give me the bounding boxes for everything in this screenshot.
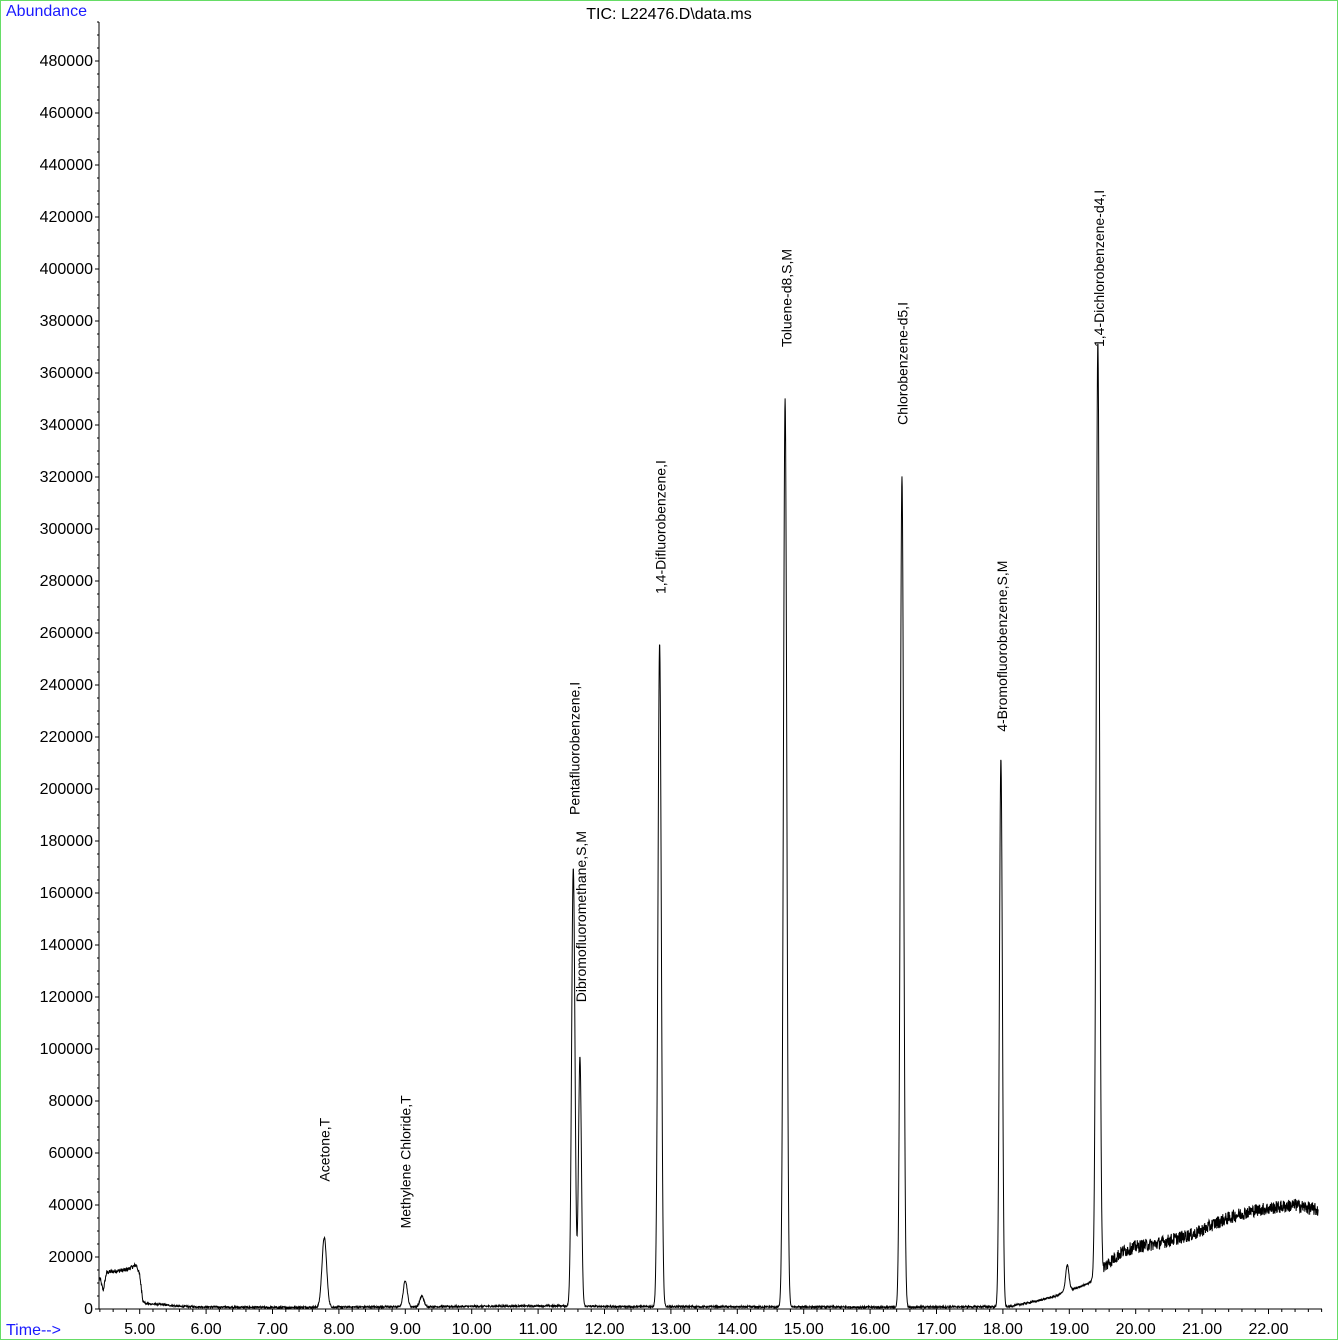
y-tick-label: 340000 bbox=[40, 417, 93, 434]
peak-label: Methylene Chloride,T bbox=[397, 1095, 413, 1229]
x-tick-label: 20.00 bbox=[1116, 1321, 1156, 1338]
peak-label: Chlorobenzene-d5,I bbox=[895, 302, 911, 425]
y-tick-label: 320000 bbox=[40, 469, 93, 486]
y-axis-label: Abundance bbox=[6, 3, 87, 20]
y-tick-label: 180000 bbox=[40, 833, 93, 850]
y-tick-label: 220000 bbox=[40, 729, 93, 746]
x-tick-label: 12.00 bbox=[584, 1321, 624, 1338]
x-tick-label: 15.00 bbox=[784, 1321, 824, 1338]
x-tick-label: 11.00 bbox=[519, 1321, 558, 1338]
x-tick-label: 7.00 bbox=[257, 1321, 288, 1338]
y-tick-label: 120000 bbox=[40, 989, 93, 1006]
peak-label: 1,4-Difluorobenzene,I bbox=[652, 460, 668, 594]
y-tick-label: 200000 bbox=[40, 781, 93, 798]
x-tick-label: 14.00 bbox=[717, 1321, 757, 1338]
y-tick-label: 60000 bbox=[49, 1145, 94, 1162]
y-tick-label: 40000 bbox=[49, 1197, 94, 1214]
x-tick-label: 13.00 bbox=[651, 1321, 691, 1338]
x-tick-label: 16.00 bbox=[850, 1321, 890, 1338]
y-tick-label: 20000 bbox=[49, 1249, 94, 1266]
y-tick-label: 80000 bbox=[49, 1093, 94, 1110]
y-tick-label: 440000 bbox=[40, 157, 93, 174]
peak-label: Pentafluorobenzene,I bbox=[567, 682, 583, 815]
x-tick-label: 21.00 bbox=[1182, 1321, 1222, 1338]
y-tick-label: 460000 bbox=[40, 105, 93, 122]
x-tick-label: 22.00 bbox=[1248, 1321, 1288, 1338]
peak-label: Toluene-d8,S,M bbox=[778, 249, 794, 347]
x-tick-label: 18.00 bbox=[983, 1321, 1023, 1338]
x-tick-label: 17.00 bbox=[916, 1321, 956, 1338]
x-axis-label: Time--> bbox=[6, 1322, 61, 1339]
peak-label: Acetone,T bbox=[316, 1117, 332, 1181]
x-tick-label: 5.00 bbox=[124, 1321, 155, 1338]
y-tick-label: 260000 bbox=[40, 625, 93, 642]
y-tick-label: 280000 bbox=[40, 573, 93, 590]
peak-label: Dibromofluoromethane,S,M bbox=[573, 831, 589, 1002]
x-tick-label: 6.00 bbox=[191, 1321, 222, 1338]
x-tick-label: 9.00 bbox=[390, 1321, 421, 1338]
x-tick-label: 10.00 bbox=[452, 1321, 492, 1338]
y-tick-label: 140000 bbox=[40, 937, 93, 954]
x-tick-label: 8.00 bbox=[323, 1321, 354, 1338]
y-tick-label: 400000 bbox=[40, 261, 93, 278]
y-tick-label: 100000 bbox=[40, 1041, 93, 1058]
y-tick-label: 360000 bbox=[40, 365, 93, 382]
peak-label: 4-Bromofluorobenzene,S,M bbox=[994, 561, 1010, 732]
chart-title: TIC: L22476.D\data.ms bbox=[586, 6, 752, 23]
peak-label: 1,4-Dichlorobenzene-d4,I bbox=[1091, 190, 1107, 347]
x-tick-label: 19.00 bbox=[1049, 1321, 1089, 1338]
y-tick-label: 480000 bbox=[40, 53, 93, 70]
y-tick-label: 380000 bbox=[40, 313, 93, 330]
y-tick-label: 160000 bbox=[40, 885, 93, 902]
y-tick-label: 240000 bbox=[40, 677, 93, 694]
y-tick-label: 300000 bbox=[40, 521, 93, 538]
tic-trace bbox=[99, 343, 1319, 1310]
y-tick-label: 420000 bbox=[40, 209, 93, 226]
y-tick-label: 0 bbox=[84, 1301, 93, 1318]
